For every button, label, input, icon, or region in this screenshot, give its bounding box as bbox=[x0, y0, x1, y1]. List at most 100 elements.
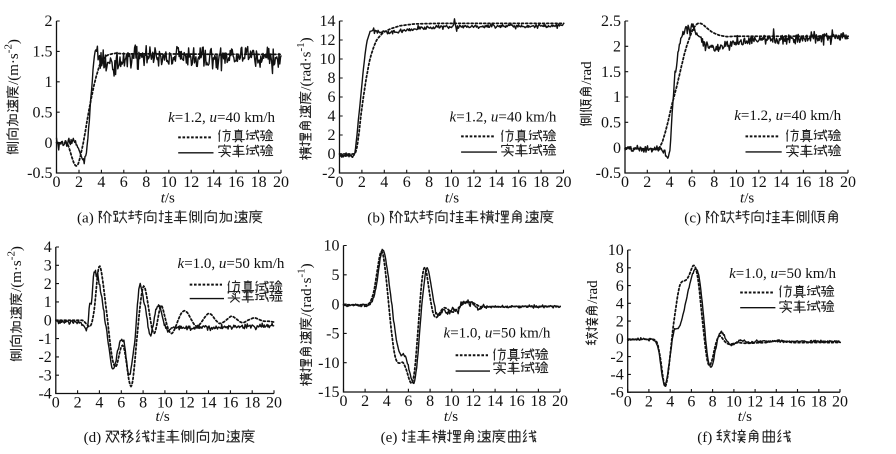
svg-text:10: 10 bbox=[726, 393, 742, 410]
svg-text:/s: /s bbox=[448, 409, 458, 425]
svg-text:1.5: 1.5 bbox=[601, 64, 621, 81]
svg-text:16: 16 bbox=[790, 393, 806, 410]
svg-text:12: 12 bbox=[751, 174, 767, 191]
svg-text:14: 14 bbox=[768, 393, 784, 410]
svg-text:20: 20 bbox=[552, 393, 568, 410]
svg-text:-0.5: -0.5 bbox=[27, 165, 52, 182]
svg-text:=1.2,: =1.2, bbox=[175, 110, 206, 126]
svg-text:/s: /s bbox=[744, 191, 754, 207]
svg-text:=50 km/h: =50 km/h bbox=[492, 326, 551, 342]
svg-text:/(m·s: /(m·s bbox=[9, 260, 25, 292]
svg-text:3: 3 bbox=[44, 258, 52, 275]
svg-text:2: 2 bbox=[358, 174, 366, 191]
svg-text:8: 8 bbox=[426, 393, 434, 410]
svg-text:(f): (f) bbox=[697, 430, 712, 446]
svg-text:4: 4 bbox=[328, 108, 336, 125]
svg-text:1: 1 bbox=[613, 89, 621, 106]
svg-text:k: k bbox=[178, 256, 185, 272]
svg-text:u: u bbox=[219, 256, 227, 272]
svg-text:0: 0 bbox=[624, 393, 632, 410]
svg-text:12: 12 bbox=[179, 395, 195, 412]
svg-text:8: 8 bbox=[142, 174, 150, 191]
svg-text:t: t bbox=[161, 191, 166, 207]
svg-text:): ) bbox=[299, 263, 315, 268]
svg-text:16: 16 bbox=[509, 393, 525, 410]
svg-text:14: 14 bbox=[201, 395, 217, 412]
svg-text:1: 1 bbox=[44, 294, 52, 311]
svg-text:u: u bbox=[491, 110, 499, 126]
svg-text:0: 0 bbox=[336, 174, 344, 191]
svg-text:6: 6 bbox=[688, 174, 696, 191]
svg-text:4: 4 bbox=[380, 174, 388, 191]
svg-text:8: 8 bbox=[616, 260, 624, 277]
svg-text:/(rad·s: /(rad·s bbox=[299, 51, 315, 90]
svg-text:6: 6 bbox=[687, 393, 695, 410]
svg-text:u: u bbox=[776, 108, 784, 124]
svg-text:k: k bbox=[168, 110, 175, 126]
svg-text:16: 16 bbox=[222, 395, 238, 412]
svg-text:(e): (e) bbox=[381, 430, 398, 446]
svg-text:0: 0 bbox=[340, 393, 348, 410]
svg-text:10: 10 bbox=[324, 238, 340, 255]
svg-text:18: 18 bbox=[533, 174, 549, 191]
svg-text:t: t bbox=[156, 409, 161, 425]
svg-text:-2: -2 bbox=[2, 44, 14, 53]
svg-text:u: u bbox=[210, 110, 218, 126]
svg-text:0.5: 0.5 bbox=[601, 115, 621, 132]
svg-text:2: 2 bbox=[616, 313, 624, 330]
svg-text:16: 16 bbox=[795, 174, 811, 191]
svg-text:=1.2,: =1.2, bbox=[741, 108, 772, 124]
svg-text:=1.2,: =1.2, bbox=[456, 110, 487, 126]
svg-text:u: u bbox=[771, 266, 779, 282]
svg-text:6: 6 bbox=[120, 174, 128, 191]
svg-text:2.5: 2.5 bbox=[601, 13, 621, 30]
svg-text:10: 10 bbox=[444, 393, 460, 410]
svg-text:/s: /s bbox=[449, 191, 459, 207]
svg-text:14: 14 bbox=[488, 174, 504, 191]
svg-text:2: 2 bbox=[645, 393, 653, 410]
svg-text:14: 14 bbox=[487, 393, 503, 410]
svg-text:18: 18 bbox=[811, 393, 827, 410]
svg-text:4: 4 bbox=[616, 296, 624, 313]
svg-text:8: 8 bbox=[328, 70, 336, 87]
svg-text:-2: -2 bbox=[6, 251, 18, 260]
svg-text:0.5: 0.5 bbox=[33, 104, 53, 121]
svg-text:8: 8 bbox=[709, 393, 717, 410]
svg-text:k: k bbox=[450, 110, 457, 126]
svg-text:10: 10 bbox=[157, 395, 173, 412]
svg-text:18: 18 bbox=[818, 174, 834, 191]
svg-text:4: 4 bbox=[666, 174, 674, 191]
svg-text:t: t bbox=[445, 191, 450, 207]
svg-text:=50 km/h: =50 km/h bbox=[226, 256, 285, 272]
svg-text:6: 6 bbox=[117, 395, 125, 412]
svg-text:0: 0 bbox=[53, 174, 61, 191]
svg-text:0: 0 bbox=[52, 395, 60, 412]
svg-text:=40 km/h: =40 km/h bbox=[217, 110, 276, 126]
svg-text:(a): (a) bbox=[77, 210, 94, 226]
svg-text:-4: -4 bbox=[38, 386, 51, 403]
svg-text:6: 6 bbox=[404, 393, 412, 410]
svg-text:-1: -1 bbox=[295, 42, 307, 51]
svg-text:0: 0 bbox=[328, 146, 336, 163]
svg-text:0: 0 bbox=[616, 331, 624, 348]
svg-text:2: 2 bbox=[328, 127, 336, 144]
svg-text:16: 16 bbox=[511, 174, 527, 191]
svg-text:k: k bbox=[729, 266, 736, 282]
svg-text:12: 12 bbox=[466, 174, 482, 191]
svg-text:2: 2 bbox=[44, 276, 52, 293]
svg-text:/s: /s bbox=[742, 409, 752, 425]
svg-text:-2: -2 bbox=[322, 165, 335, 182]
svg-text:=50 km/h: =50 km/h bbox=[778, 266, 837, 282]
svg-text:8: 8 bbox=[425, 174, 433, 191]
svg-text:(c): (c) bbox=[684, 210, 701, 226]
svg-text:1.5: 1.5 bbox=[33, 44, 53, 61]
svg-text:18: 18 bbox=[251, 174, 267, 191]
svg-text:/s: /s bbox=[160, 409, 170, 425]
svg-text:4: 4 bbox=[95, 395, 103, 412]
svg-text:20: 20 bbox=[840, 174, 856, 191]
svg-text:0: 0 bbox=[332, 296, 340, 313]
svg-text:10: 10 bbox=[161, 174, 177, 191]
svg-text:(b): (b) bbox=[367, 210, 385, 226]
svg-text:=40 km/h: =40 km/h bbox=[498, 110, 557, 126]
svg-text:12: 12 bbox=[747, 393, 763, 410]
